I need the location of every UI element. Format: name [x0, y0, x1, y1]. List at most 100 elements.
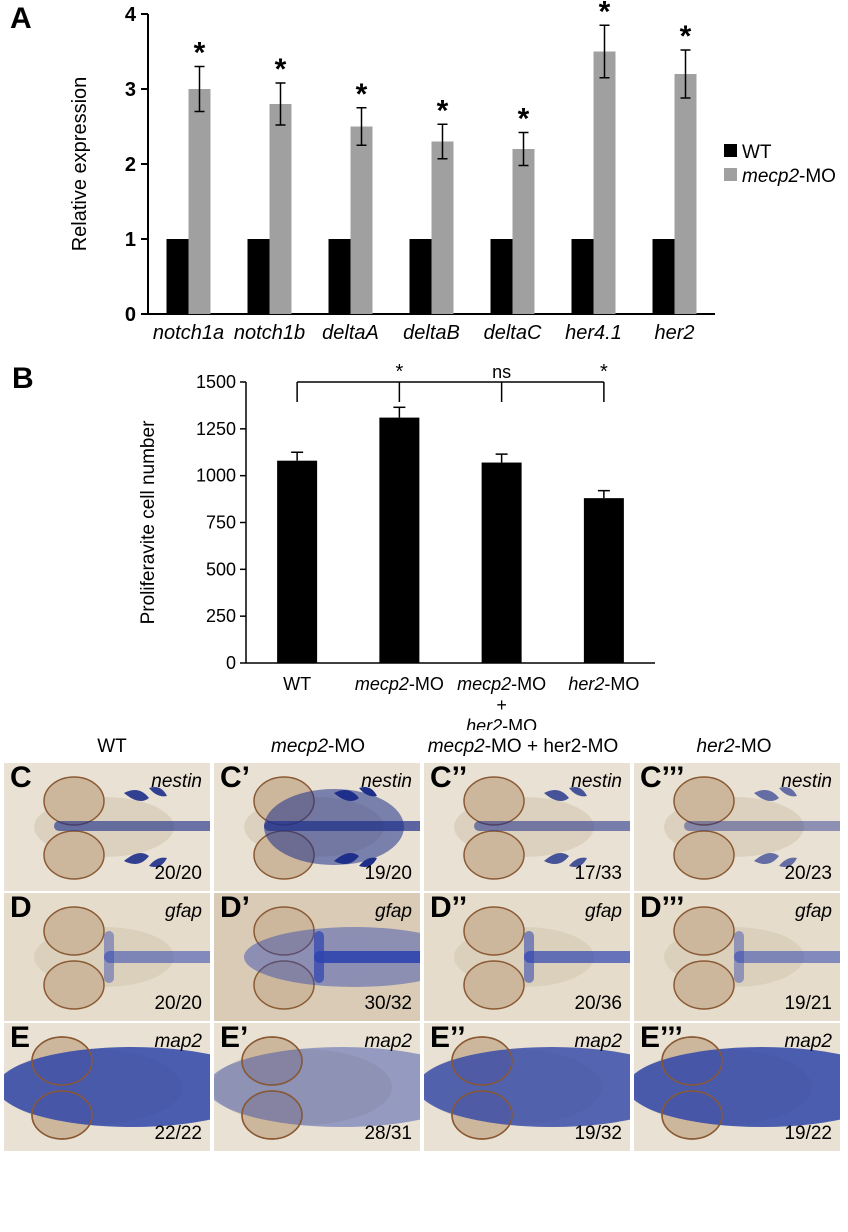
column-header-wt: WT: [97, 736, 127, 757]
stain-diffuse: [634, 1047, 840, 1127]
panel-label: E’: [220, 1023, 249, 1054]
embryo-image-gfap-4: D’’’ gfap 19/21: [634, 893, 840, 1021]
bar-wt: [328, 239, 351, 314]
panel-label: D’’: [430, 893, 468, 924]
embryo-photo: [214, 893, 420, 1021]
x-tick-label: deltaB: [403, 322, 460, 344]
y-tick-label: 3: [125, 79, 136, 101]
significance-mark: *: [599, 0, 611, 28]
bar-wt: [166, 239, 189, 314]
y-axis-label: Relative expression: [69, 77, 91, 252]
embryo-count: 30/32: [364, 993, 412, 1014]
embryo-photo: [634, 1023, 840, 1151]
gene-label: nestin: [151, 771, 202, 792]
embryo-photo: [214, 1023, 420, 1151]
embryo-count: 19/22: [784, 1123, 832, 1144]
bar-mecp2-mo: [512, 149, 535, 314]
column-header-combined: mecp2-MO + her2-MO: [427, 736, 619, 757]
stain-diffuse: [244, 927, 420, 987]
y-tick-label: 500: [206, 559, 236, 579]
embryo-image-map2-3: E’’ map2 19/32: [424, 1023, 630, 1151]
gene-label: gfap: [165, 901, 202, 922]
significance-mark: *: [437, 94, 449, 127]
embryo-count: 20/23: [784, 863, 832, 884]
eye-outline: [661, 1036, 723, 1086]
bar-wt: [571, 239, 594, 314]
y-tick-label: 0: [125, 304, 136, 326]
x-tick-label: her4.1: [565, 322, 622, 344]
y-tick-label: 250: [206, 606, 236, 626]
x-tick-label: her2-MO: [568, 674, 639, 694]
panel-label: D’’’: [640, 893, 685, 924]
embryo-count: 17/33: [574, 863, 622, 884]
stain-diffuse: [214, 1047, 420, 1127]
significance-mark: *: [356, 78, 368, 111]
embryo-image-nestin-2: C’ nestin 19/20: [214, 763, 420, 891]
column-header-mecp2-mo: mecp2-MO: [271, 736, 365, 757]
embryo-photo: [4, 1023, 210, 1151]
bar: [379, 417, 420, 663]
x-tick-label: deltaC: [484, 322, 542, 344]
stain-cluster: [544, 852, 587, 867]
y-tick-label: 1250: [196, 419, 236, 439]
panel-label: E’’: [430, 1023, 466, 1054]
x-tick-label: notch1b: [234, 322, 305, 344]
gene-label: gfap: [375, 901, 412, 922]
stain-cluster: [124, 852, 167, 867]
significance-mark: ns: [492, 362, 511, 382]
stain-band: [524, 931, 534, 983]
x-tick-label: mecp2-MO: [355, 674, 444, 694]
x-tick-label: WT: [283, 674, 311, 694]
eye: [673, 960, 735, 1010]
eye: [673, 776, 735, 826]
panel-label: E’’’: [640, 1023, 683, 1054]
embryo-image-gfap-2: D’ gfap 30/32: [214, 893, 420, 1021]
legend-swatch: [724, 168, 737, 181]
eye: [673, 830, 735, 880]
bar-mecp2-mo: [593, 51, 616, 314]
eye: [43, 906, 105, 956]
stain-band: [734, 931, 744, 983]
bar-mecp2-mo: [431, 141, 454, 314]
embryo-photo: [214, 763, 420, 891]
eye: [253, 906, 315, 956]
bar-mecp2-mo: [674, 74, 697, 314]
y-tick-label: 1: [125, 229, 136, 251]
stain-midline: [474, 821, 630, 831]
y-tick-label: 2: [125, 154, 136, 176]
eye-outline: [241, 1036, 303, 1086]
x-tick-label: her2-MO: [466, 716, 537, 730]
embryo-photo: [424, 1023, 630, 1151]
embryo-count: 19/32: [574, 1123, 622, 1144]
panel-b-letter: B: [12, 362, 34, 395]
legend-swatch: [724, 144, 737, 157]
panel-label: C: [10, 763, 32, 794]
stain-midline: [524, 951, 630, 963]
gene-label: nestin: [361, 771, 412, 792]
stain-diffuse: [264, 789, 404, 865]
panel-b-chart: 0 250 500 750 1000 1250 1500 Proliferavite cell…: [138, 361, 655, 730]
stain-cluster: [544, 787, 587, 802]
embryo-count: 20/20: [154, 863, 202, 884]
embryo-photo: [4, 763, 210, 891]
gene-label: map2: [154, 1031, 202, 1052]
embryo-photo: [424, 893, 630, 1021]
panel-label: C’’’: [640, 763, 685, 794]
y-tick-label: 0: [226, 653, 236, 673]
embryo-photo: [4, 893, 210, 1021]
stain-band: [314, 931, 324, 983]
bar-wt: [409, 239, 432, 314]
stain-cluster: [754, 787, 797, 802]
gene-label: map2: [574, 1031, 622, 1052]
y-tick-label: 1000: [196, 466, 236, 486]
significance-mark: *: [680, 20, 692, 53]
embryo-image-nestin-4: C’’’ nestin 20/23: [634, 763, 840, 891]
x-tick-label: mecp2-MO: [457, 674, 546, 694]
legend-label: WT: [742, 142, 772, 163]
panel-label: C’’: [430, 763, 468, 794]
panel-a-letter: A: [10, 2, 32, 35]
eye: [43, 830, 105, 880]
stain-midline: [734, 951, 840, 963]
